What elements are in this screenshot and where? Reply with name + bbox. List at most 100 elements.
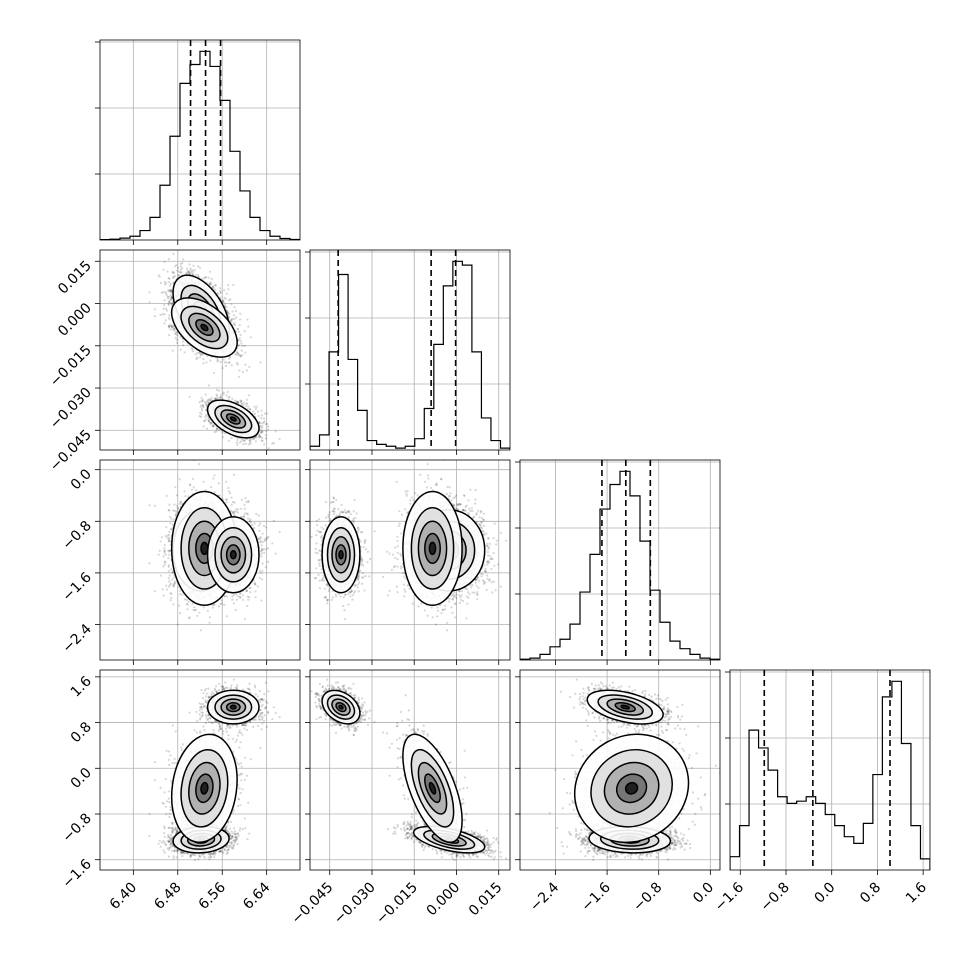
sample-point <box>165 309 169 312</box>
sample-point <box>223 432 226 435</box>
sample-point <box>248 365 251 368</box>
sample-point <box>258 435 261 438</box>
sample-point <box>158 275 161 278</box>
sample-point <box>249 438 253 441</box>
sample-point <box>170 325 173 329</box>
sample-point <box>213 397 217 400</box>
sample-point <box>209 283 212 286</box>
sample-point <box>173 327 176 330</box>
sample-point <box>221 436 224 439</box>
sample-point <box>258 433 261 436</box>
sample-point <box>231 317 234 321</box>
sample-point <box>179 265 183 268</box>
sample-point <box>219 360 222 364</box>
sample-point <box>168 290 171 293</box>
sample-point <box>169 299 172 302</box>
sample-point <box>264 422 267 426</box>
sample-point <box>163 303 166 307</box>
sample-point <box>237 330 241 333</box>
sample-point <box>249 408 252 411</box>
sample-point <box>260 409 263 412</box>
sample-point <box>214 284 217 287</box>
sample-point <box>179 348 182 351</box>
sample-point <box>214 397 217 400</box>
sample-point <box>167 289 171 292</box>
sample-point <box>169 323 172 326</box>
sample-point <box>278 437 281 441</box>
sample-point <box>211 424 214 427</box>
sample-point <box>261 431 264 434</box>
sample-point <box>237 402 240 405</box>
sample-point <box>209 399 212 402</box>
sample-point <box>179 262 182 265</box>
sample-point <box>167 281 170 284</box>
sample-point <box>200 400 203 403</box>
sample-point <box>169 288 172 291</box>
sample-point <box>170 289 173 292</box>
sample-point <box>164 319 167 322</box>
sample-point <box>244 351 247 354</box>
sample-point <box>201 400 204 403</box>
sample-point <box>230 319 233 322</box>
sample-point <box>244 442 247 445</box>
sample-point <box>191 272 194 276</box>
sample-point <box>218 428 221 431</box>
sample-point <box>202 277 206 280</box>
panel-0-0 <box>95 39 301 245</box>
sample-point <box>261 439 264 442</box>
sample-point <box>239 318 242 321</box>
sample-point <box>255 436 258 439</box>
sample-point <box>263 420 266 423</box>
sample-point <box>227 283 230 287</box>
sample-point <box>162 307 165 310</box>
sample-point <box>254 407 257 411</box>
sample-point <box>202 406 205 409</box>
sample-point <box>190 347 193 350</box>
sample-point <box>228 299 231 302</box>
sample-point <box>210 277 213 280</box>
sample-point <box>194 353 197 356</box>
sample-point <box>171 349 174 352</box>
sample-point <box>200 413 203 416</box>
sample-point <box>240 402 243 405</box>
sample-point <box>236 443 239 446</box>
sample-point <box>202 362 205 365</box>
sample-point <box>217 359 220 362</box>
sample-point <box>259 422 262 425</box>
sample-point <box>171 270 174 273</box>
sample-point <box>175 341 179 344</box>
sample-point <box>263 443 266 446</box>
sample-point <box>175 332 178 336</box>
sample-point <box>172 276 175 279</box>
sample-point <box>243 439 246 442</box>
sample-point <box>228 395 231 398</box>
sample-point <box>220 394 223 397</box>
sample-point <box>162 268 165 271</box>
sample-point <box>238 441 241 444</box>
sample-point <box>235 441 238 444</box>
sample-point <box>247 443 250 446</box>
sample-point <box>261 422 264 425</box>
sample-point <box>225 361 228 364</box>
sample-point <box>190 271 193 274</box>
sample-point <box>153 315 156 318</box>
sample-point <box>239 355 242 358</box>
sample-point <box>218 287 222 290</box>
sample-point <box>232 283 235 287</box>
sample-point <box>259 431 262 434</box>
sample-point <box>219 296 222 299</box>
sample-point <box>165 282 168 285</box>
sample-point <box>235 316 238 319</box>
sample-point <box>266 428 270 431</box>
sample-point <box>226 390 229 394</box>
sample-point <box>236 401 240 404</box>
sample-point <box>200 353 203 356</box>
sample-point <box>170 290 173 293</box>
sample-point <box>176 334 179 337</box>
sample-point <box>198 415 201 418</box>
sample-point <box>258 420 261 424</box>
sample-point <box>271 442 274 445</box>
sample-point <box>168 326 171 329</box>
sample-point <box>237 339 240 342</box>
sample-point <box>247 394 251 397</box>
